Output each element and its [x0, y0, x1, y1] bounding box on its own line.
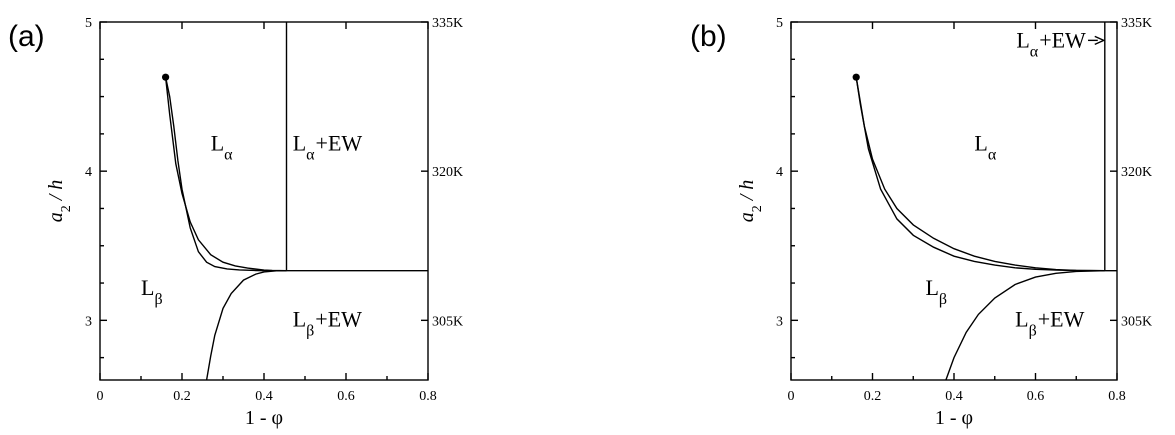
- panel-b: (b) 0 0.2 0.4 0.6 0.8 3 4 5 305K 320K 335K 1 - φ a2 /…: [588, 0, 1175, 435]
- x-tick-label: 0: [97, 389, 104, 404]
- temperature-tick-label: 305K: [432, 314, 463, 329]
- phase-boundary-curve: [164, 77, 287, 272]
- phase-boundary-curve: [205, 270, 287, 381]
- y-tick-label: 4: [776, 165, 783, 180]
- x-tick-label: 0.4: [255, 389, 273, 404]
- y-tick-label: 4: [85, 165, 92, 180]
- x-tick-label: 0: [788, 389, 795, 404]
- region-label-alpha-ew: Lα+EW: [1016, 27, 1086, 60]
- critical-point-marker: [162, 73, 170, 81]
- temperature-tick-label: 305K: [1121, 314, 1152, 329]
- plot-frame: [99, 21, 429, 381]
- y-tick-label: 5: [776, 16, 783, 31]
- temperature-tick-label: 335K: [1121, 16, 1152, 31]
- x-tick-label: 0.2: [864, 389, 882, 404]
- panel-label: (a): [8, 20, 45, 53]
- x-tick-label: 0.2: [173, 389, 191, 404]
- phase-boundary-curve: [855, 77, 1105, 272]
- y-tick-label: 5: [85, 16, 92, 31]
- x-tick-label: 0.6: [337, 389, 355, 404]
- x-axis-label: 1 - φ: [245, 407, 283, 429]
- temperature-tick-label: 320K: [432, 165, 463, 180]
- y-tick-label: 3: [776, 314, 783, 329]
- x-axis-label: 1 - φ: [935, 407, 973, 429]
- x-tick-label: 0.8: [1108, 389, 1126, 404]
- x-tick-label: 0.8: [419, 389, 437, 404]
- region-label-beta-ew: Lβ+EW: [1015, 306, 1084, 339]
- y-axis-label: a2 / h: [736, 180, 765, 223]
- phase-boundary-curve: [164, 77, 287, 272]
- critical-point-marker: [852, 73, 860, 81]
- x-tick-label: 0.4: [945, 389, 963, 404]
- phase-boundary-curve: [945, 270, 1105, 381]
- x-tick-label: 0.6: [1027, 389, 1045, 404]
- panel-a: (a) 0 0.2 0.4 0.6 0.8 3 4 5 305K 320K 335K 1 - φ a2 /…: [0, 0, 587, 435]
- region-label-beta: Lβ: [925, 275, 947, 308]
- region-label-beta-ew: Lβ+EW: [293, 306, 362, 339]
- temperature-tick-label: 320K: [1121, 165, 1152, 180]
- temperature-tick-label: 335K: [432, 16, 463, 31]
- phase-diagram-a: (a) 0 0.2 0.4 0.6 0.8 3 4 5 305K 320K 335K 1 - φ a2 /…: [8, 16, 463, 429]
- phase-boundary-curve: [855, 77, 1105, 272]
- region-label-alpha-ew: Lα+EW: [293, 130, 363, 163]
- phase-diagram-b: (b) 0 0.2 0.4 0.6 0.8 3 4 5 305K 320K 335K 1 - φ a2 /…: [690, 16, 1152, 429]
- y-tick-label: 3: [85, 314, 92, 329]
- region-label-beta: Lβ: [141, 275, 163, 308]
- arrow-head: [1094, 35, 1106, 45]
- region-label-alpha: Lα: [974, 130, 996, 163]
- region-label-alpha: Lα: [211, 130, 233, 163]
- y-axis-label: a2 / h: [45, 180, 74, 223]
- panel-label: (b): [690, 20, 727, 53]
